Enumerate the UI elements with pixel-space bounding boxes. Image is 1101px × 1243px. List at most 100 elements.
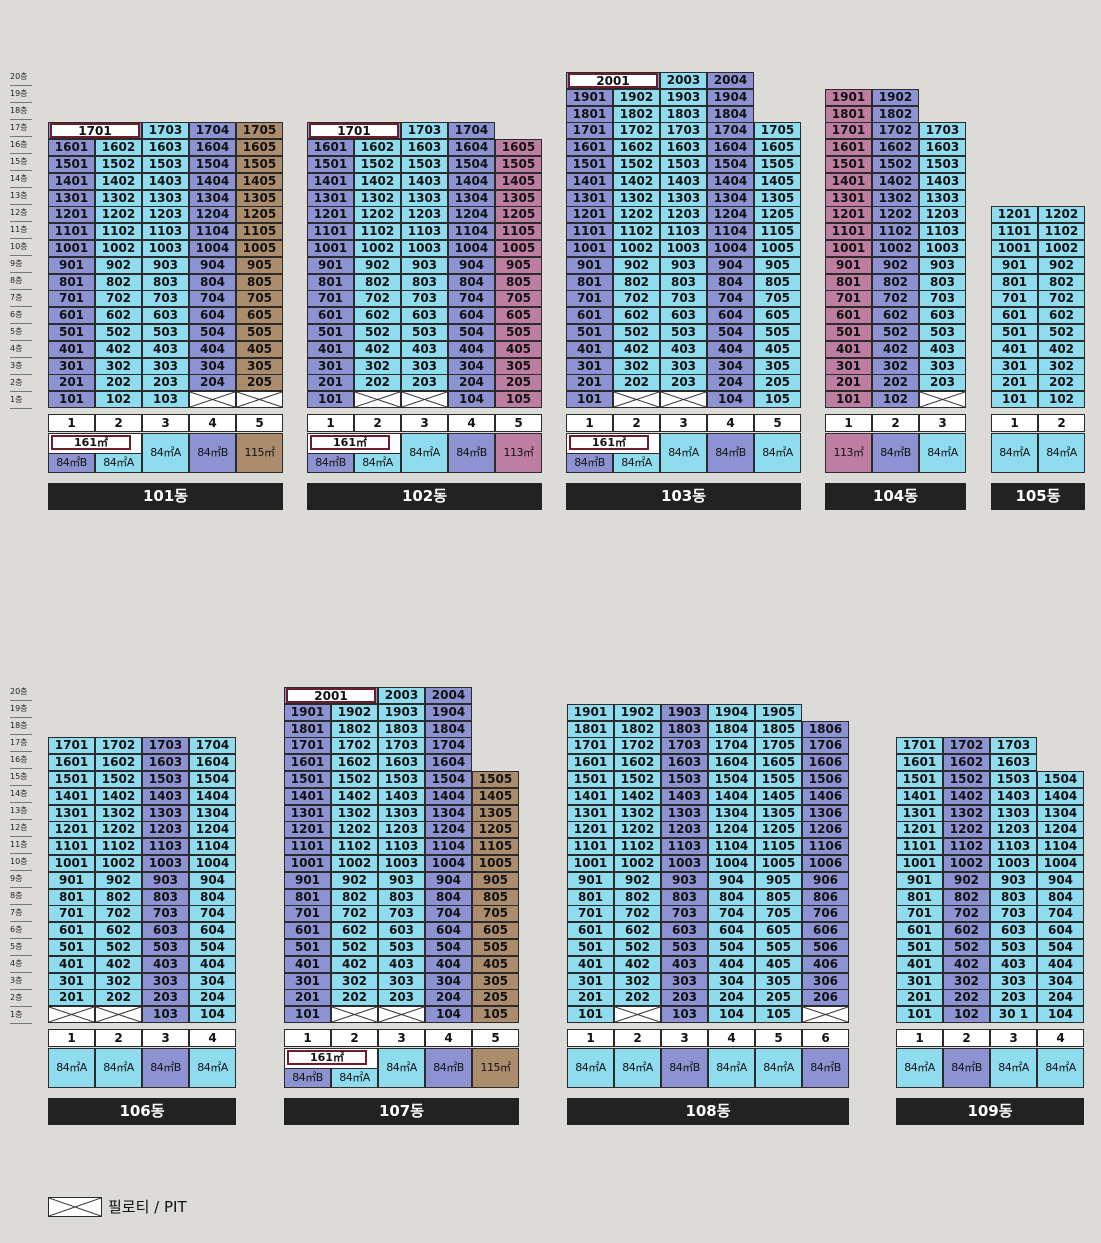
unit-cell[interactable]: 601: [284, 922, 331, 940]
unit-cell[interactable]: 1702: [614, 737, 661, 755]
unit-cell[interactable]: 1302: [95, 804, 142, 822]
unit-cell[interactable]: 1505: [236, 156, 283, 173]
unit-cell[interactable]: 1803: [378, 720, 425, 738]
unit-cell[interactable]: 1301: [48, 804, 95, 822]
unit-cell[interactable]: 303: [401, 357, 448, 375]
unit-cell[interactable]: 1205: [754, 206, 801, 224]
unit-cell[interactable]: 1102: [872, 223, 919, 241]
unit-cell[interactable]: 1806: [802, 720, 849, 738]
unit-cell[interactable]: 902: [354, 256, 401, 274]
unit-cell[interactable]: 1101: [566, 223, 613, 241]
unit-cell[interactable]: 501: [567, 939, 614, 956]
unit-cell[interactable]: 501: [48, 939, 95, 956]
unit-cell-161[interactable]: 1701: [50, 123, 140, 139]
unit-cell[interactable]: 203: [142, 989, 189, 1007]
unit-cell[interactable]: 1105: [495, 223, 542, 241]
unit-cell[interactable]: 201: [825, 374, 872, 392]
unit-cell[interactable]: 503: [919, 324, 966, 341]
unit-cell[interactable]: 902: [943, 871, 990, 889]
unit-cell[interactable]: 302: [943, 972, 990, 990]
unit-cell[interactable]: 1503: [661, 771, 708, 788]
unit-cell[interactable]: 1804: [425, 720, 472, 738]
unit-cell[interactable]: 301: [48, 972, 95, 990]
unit-cell[interactable]: 1202: [331, 821, 378, 839]
unit-cell[interactable]: 702: [95, 290, 142, 308]
unit-cell[interactable]: 1605: [754, 139, 801, 157]
unit-cell[interactable]: 1006: [802, 855, 849, 872]
unit-cell[interactable]: 905: [236, 256, 283, 274]
unit-cell[interactable]: 502: [613, 324, 660, 341]
unit-cell[interactable]: 1205: [495, 206, 542, 224]
unit-cell[interactable]: 1601: [48, 754, 95, 772]
unit-cell[interactable]: 403: [142, 340, 189, 358]
unit-cell[interactable]: 302: [1038, 357, 1085, 375]
unit-cell[interactable]: 204: [708, 989, 755, 1007]
unit-cell[interactable]: 1304: [708, 804, 755, 822]
unit-cell[interactable]: 706: [802, 905, 849, 923]
unit-cell[interactable]: 1403: [142, 787, 189, 805]
unit-cell[interactable]: 705: [754, 290, 801, 308]
unit-cell[interactable]: 1605: [495, 139, 542, 157]
unit-cell[interactable]: 505: [495, 324, 542, 341]
unit-cell[interactable]: 1305: [472, 804, 519, 822]
unit-cell[interactable]: 1704: [425, 737, 472, 755]
unit-cell[interactable]: 601: [896, 922, 943, 940]
unit-cell[interactable]: 1303: [142, 804, 189, 822]
unit-cell[interactable]: 1203: [401, 206, 448, 224]
unit-cell[interactable]: 303: [142, 972, 189, 990]
unit-cell[interactable]: 1103: [142, 223, 189, 241]
unit-cell[interactable]: 1204: [189, 821, 236, 839]
unit-cell[interactable]: 204: [1037, 989, 1084, 1007]
unit-cell[interactable]: 705: [236, 290, 283, 308]
unit-cell[interactable]: 1403: [142, 172, 189, 190]
unit-cell[interactable]: 601: [48, 922, 95, 940]
unit-cell[interactable]: 1801: [567, 720, 614, 738]
unit-cell[interactable]: 1005: [472, 855, 519, 872]
unit-cell[interactable]: 603: [142, 307, 189, 325]
unit-cell[interactable]: 1602: [872, 139, 919, 157]
unit-cell[interactable]: 402: [354, 340, 401, 358]
unit-cell[interactable]: 901: [991, 256, 1038, 274]
unit-cell[interactable]: 1102: [613, 223, 660, 241]
unit-cell[interactable]: 1501: [896, 771, 943, 788]
unit-cell[interactable]: 304: [425, 972, 472, 990]
unit-cell[interactable]: 504: [189, 939, 236, 956]
unit-cell[interactable]: 1602: [613, 139, 660, 157]
unit-cell[interactable]: 603: [378, 922, 425, 940]
unit-cell[interactable]: 103: [142, 1006, 189, 1024]
unit-cell[interactable]: 201: [567, 989, 614, 1007]
unit-cell[interactable]: 301: [896, 972, 943, 990]
unit-cell[interactable]: 1502: [331, 771, 378, 788]
unit-cell[interactable]: 605: [472, 922, 519, 940]
unit-cell[interactable]: 1703: [142, 122, 189, 140]
unit-cell[interactable]: 205: [495, 374, 542, 392]
unit-cell[interactable]: 703: [660, 290, 707, 308]
unit-cell[interactable]: 1802: [872, 105, 919, 123]
unit-cell[interactable]: 904: [189, 871, 236, 889]
unit-cell[interactable]: 604: [1037, 922, 1084, 940]
unit-cell[interactable]: 803: [661, 888, 708, 906]
unit-cell-161[interactable]: 2001: [286, 688, 376, 703]
unit-cell[interactable]: 402: [613, 340, 660, 358]
unit-cell[interactable]: 1804: [708, 720, 755, 738]
unit-cell[interactable]: 1501: [567, 771, 614, 788]
unit-cell[interactable]: 1602: [943, 754, 990, 772]
unit-cell[interactable]: 701: [48, 905, 95, 923]
unit-cell[interactable]: 1001: [48, 240, 95, 257]
unit-cell[interactable]: 1901: [567, 703, 614, 721]
unit-cell[interactable]: 503: [142, 324, 189, 341]
unit-cell[interactable]: 1003: [142, 855, 189, 872]
unit-cell[interactable]: 1303: [401, 189, 448, 207]
unit-cell[interactable]: 1303: [919, 189, 966, 207]
unit-cell[interactable]: 1601: [825, 139, 872, 157]
unit-cell[interactable]: 1603: [990, 754, 1037, 772]
unit-cell[interactable]: 805: [495, 273, 542, 291]
unit-cell[interactable]: 1701: [567, 737, 614, 755]
unit-cell[interactable]: 804: [425, 888, 472, 906]
unit-cell[interactable]: 1404: [1037, 787, 1084, 805]
unit-cell[interactable]: 301: [284, 972, 331, 990]
unit-cell[interactable]: 1704: [189, 737, 236, 755]
unit-cell[interactable]: 1504: [189, 771, 236, 788]
unit-cell[interactable]: 1602: [331, 754, 378, 772]
unit-cell[interactable]: 902: [614, 871, 661, 889]
